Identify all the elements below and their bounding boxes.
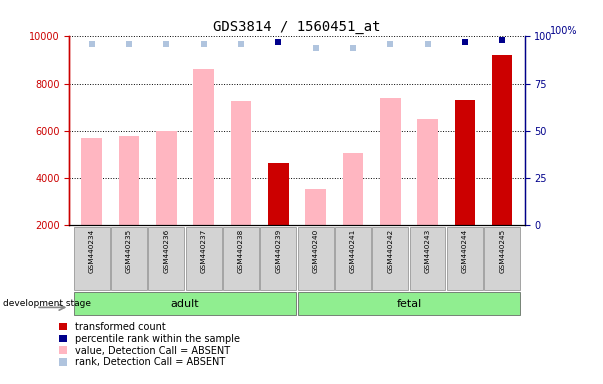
Text: GSM440240: GSM440240	[312, 228, 318, 273]
Text: GSM440241: GSM440241	[350, 228, 356, 273]
Bar	[447, 227, 483, 290]
Bar	[268, 164, 289, 225]
Bar	[186, 227, 221, 290]
Bar	[335, 227, 371, 290]
Bar	[455, 100, 475, 225]
Text: GSM440243: GSM440243	[425, 228, 431, 273]
Bar	[111, 227, 147, 290]
Text: GSM440236: GSM440236	[163, 228, 169, 273]
Bar	[223, 227, 259, 290]
Bar	[343, 153, 363, 225]
Bar	[156, 131, 177, 225]
Point	[162, 41, 171, 47]
Point	[423, 41, 432, 47]
Point	[124, 41, 134, 47]
Text: adult: adult	[171, 299, 200, 309]
Point	[236, 41, 246, 47]
Bar	[81, 137, 102, 225]
Text: GSM440235: GSM440235	[126, 228, 132, 273]
Bar	[380, 98, 400, 225]
Bar	[74, 227, 110, 290]
Text: GSM440244: GSM440244	[462, 228, 468, 273]
Legend: transformed count, percentile rank within the sample, value, Detection Call = AB: transformed count, percentile rank withi…	[59, 322, 239, 367]
Text: GSM440239: GSM440239	[276, 228, 282, 273]
Text: 100%: 100%	[550, 26, 577, 36]
Point	[497, 37, 507, 43]
Text: GSM440245: GSM440245	[499, 228, 505, 273]
Bar	[74, 292, 296, 316]
Bar	[305, 189, 326, 225]
Bar	[409, 227, 446, 290]
Bar	[194, 70, 214, 225]
Text: GSM440234: GSM440234	[89, 228, 95, 273]
Point	[274, 39, 283, 45]
Point	[87, 41, 96, 47]
Bar	[417, 119, 438, 225]
Bar	[231, 101, 251, 225]
Bar	[298, 227, 333, 290]
Bar	[484, 227, 520, 290]
Text: GSM440237: GSM440237	[201, 228, 207, 273]
Point	[311, 45, 320, 51]
Point	[348, 45, 358, 51]
Bar	[373, 227, 408, 290]
Text: fetal: fetal	[396, 299, 421, 309]
Point	[385, 41, 395, 47]
Text: GSM440238: GSM440238	[238, 228, 244, 273]
Text: development stage: development stage	[3, 299, 91, 308]
Bar	[148, 227, 185, 290]
Bar	[298, 292, 520, 316]
Bar	[260, 227, 296, 290]
Text: GSM440242: GSM440242	[387, 228, 393, 273]
Bar	[119, 136, 139, 225]
Point	[199, 41, 209, 47]
Point	[460, 39, 470, 45]
Bar	[492, 55, 513, 225]
Title: GDS3814 / 1560451_at: GDS3814 / 1560451_at	[213, 20, 380, 34]
